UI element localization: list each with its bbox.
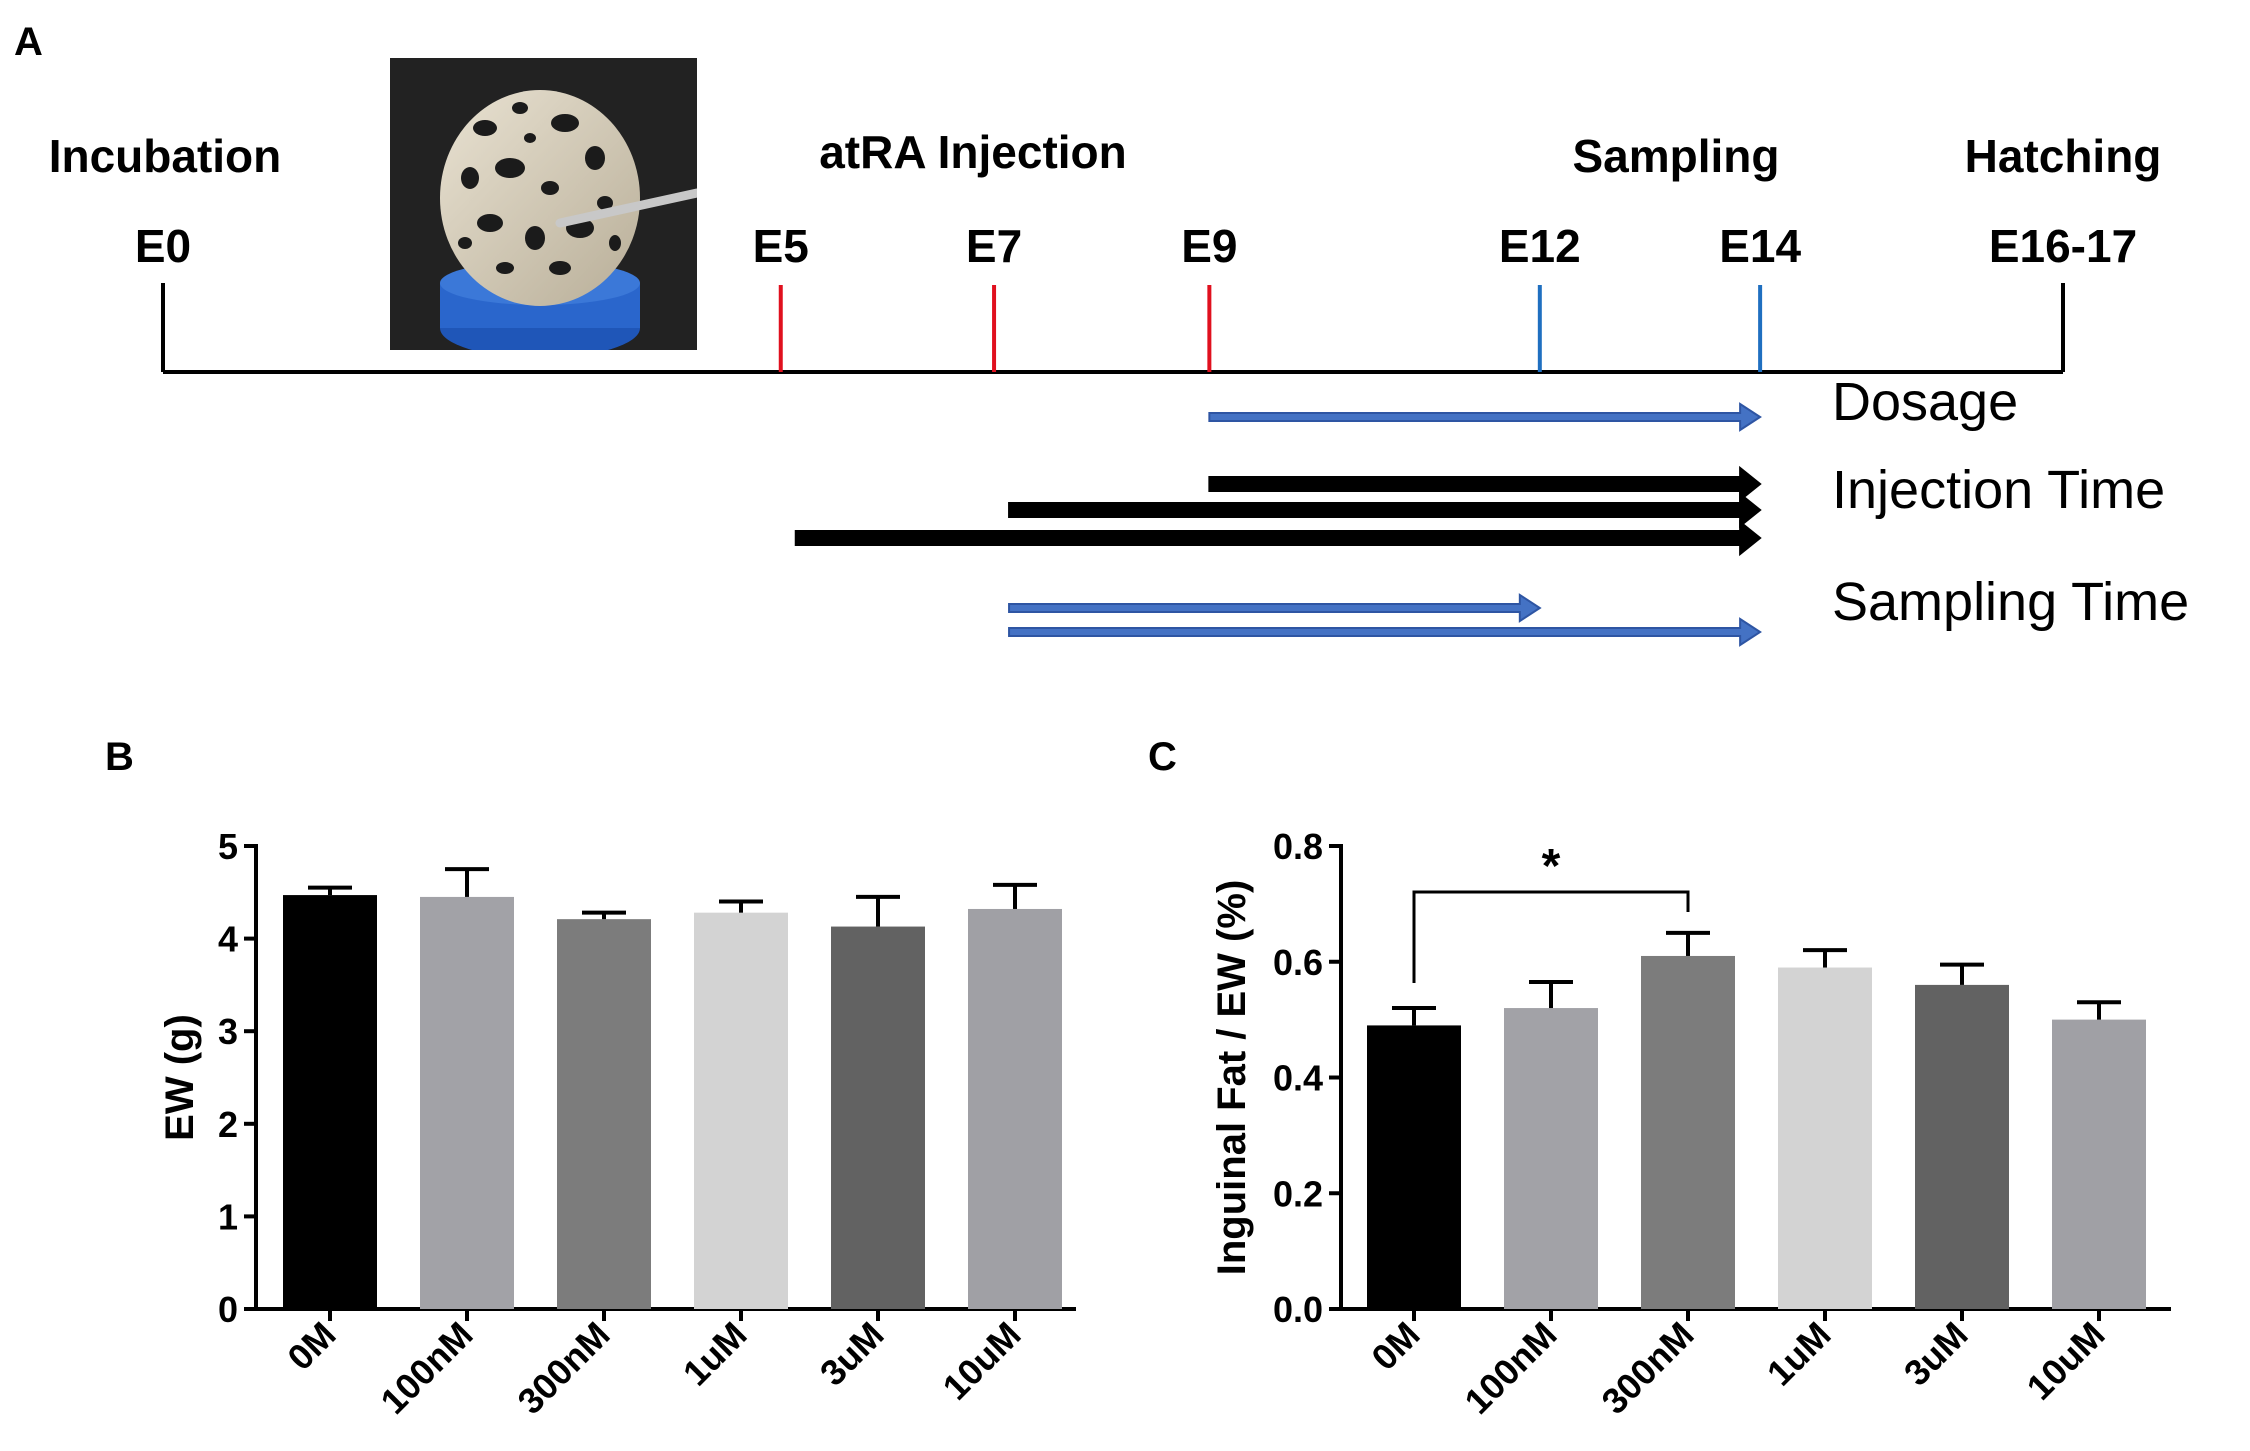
chart-b: B 0 1 2 3 4 5 0M 100nM 300nM 1uM 3uM 10uM EW (g) [105, 735, 1076, 1422]
bar-1um [1778, 967, 1872, 1309]
x-tick-label-1um: 1uM [675, 1314, 755, 1394]
y-axis-label: EW (g) [158, 1014, 202, 1141]
panel-a: A Incubation atRA Injection Sampling Hat… [14, 20, 2189, 647]
day-label-e5: E5 [753, 220, 809, 272]
bar-0m [283, 895, 377, 1309]
y-axis-label: Inguinal Fat / EW (%) [1210, 880, 1254, 1276]
arrow-injection-time-1 [1008, 491, 1762, 529]
experiment-label-injection-time: Injection Time [1832, 460, 2165, 520]
significance-marker: * [1542, 840, 1561, 893]
x-tick-label-300nm: 300nM [509, 1314, 617, 1422]
x-tick-label-100nm: 100nM [372, 1314, 480, 1422]
significance-bracket [1412, 890, 1690, 984]
day-label-e0: E0 [135, 220, 191, 272]
x-tick-label-0m: 0M [279, 1314, 343, 1378]
bar-3um [1915, 984, 2009, 1309]
egg-illustration [390, 58, 697, 350]
y-tick-label: 0.2 [1273, 1173, 1323, 1214]
panel-label-b: B [105, 735, 134, 779]
x-tick-label-300nm: 300nM [1593, 1314, 1701, 1422]
experiment-label-sampling-time: Sampling Time [1832, 572, 2189, 632]
x-tick-label-0m: 0M [1363, 1314, 1427, 1378]
x-tick-label-100nm: 100nM [1456, 1314, 1564, 1422]
y-tick-label: 0.6 [1273, 942, 1323, 983]
y-tick-label: 1 [218, 1196, 238, 1237]
bar-100nm [1504, 1008, 1598, 1309]
y-tick-label: 4 [218, 919, 238, 960]
arrow-injection-time-0 [1208, 465, 1762, 503]
day-label-e7: E7 [966, 220, 1022, 272]
x-tick-label-10um: 10uM [2019, 1314, 2113, 1408]
y-tick-label: 2 [218, 1104, 238, 1145]
stage-label-sampling: Sampling [1572, 130, 1779, 182]
y-tick-label: 5 [218, 826, 238, 867]
day-label-e16-17: E16-17 [1989, 220, 2137, 272]
stage-label-injection: atRA Injection [819, 126, 1127, 178]
experiment-label-dosage: Dosage [1832, 372, 2018, 432]
bar-300nm [1641, 955, 1735, 1309]
y-tick-label: 0.8 [1273, 826, 1323, 867]
bar-300nm [557, 919, 651, 1309]
x-tick-label-3um: 3uM [812, 1314, 892, 1394]
bar-0m [1367, 1025, 1461, 1309]
arrow-sampling-time-0 [1008, 593, 1542, 623]
bar-10um [2052, 1019, 2146, 1309]
day-label-e14: E14 [1719, 220, 1801, 272]
chart-c: C 0.0 0.2 0.4 0.6 0.8 0M 100nM 300nM 1uM 3uM 10uM I… [1148, 735, 2171, 1422]
x-tick-label-10um: 10uM [935, 1314, 1029, 1408]
panel-label-a: A [14, 20, 43, 64]
bar-100nm [420, 896, 514, 1309]
y-tick-label: 0 [218, 1289, 238, 1330]
arrow-injection-time-2 [794, 519, 1762, 557]
y-tick-label: 0.4 [1273, 1058, 1323, 1099]
egg-photo [390, 58, 697, 350]
panel-label-c: C [1148, 735, 1177, 779]
stage-label-hatching: Hatching [1965, 130, 2162, 182]
bar-10um [968, 908, 1062, 1309]
y-tick-label: 3 [218, 1011, 238, 1052]
x-tick-label-3um: 3uM [1896, 1314, 1976, 1394]
day-label-e12: E12 [1499, 220, 1581, 272]
timeline: E0 E5 E7 E9 E12 E14 E16-17 Dosage Injection Time… [135, 220, 2189, 647]
arrow-sampling-time-1 [1008, 617, 1762, 647]
arrow-dosage-0 [1208, 402, 1762, 432]
y-tick-label: 0.0 [1273, 1289, 1323, 1330]
x-tick-label-1um: 1uM [1759, 1314, 1839, 1394]
stage-label-incubation: Incubation [49, 130, 282, 182]
day-label-e9: E9 [1181, 220, 1237, 272]
bar-1um [694, 912, 788, 1309]
bar-3um [831, 926, 925, 1309]
